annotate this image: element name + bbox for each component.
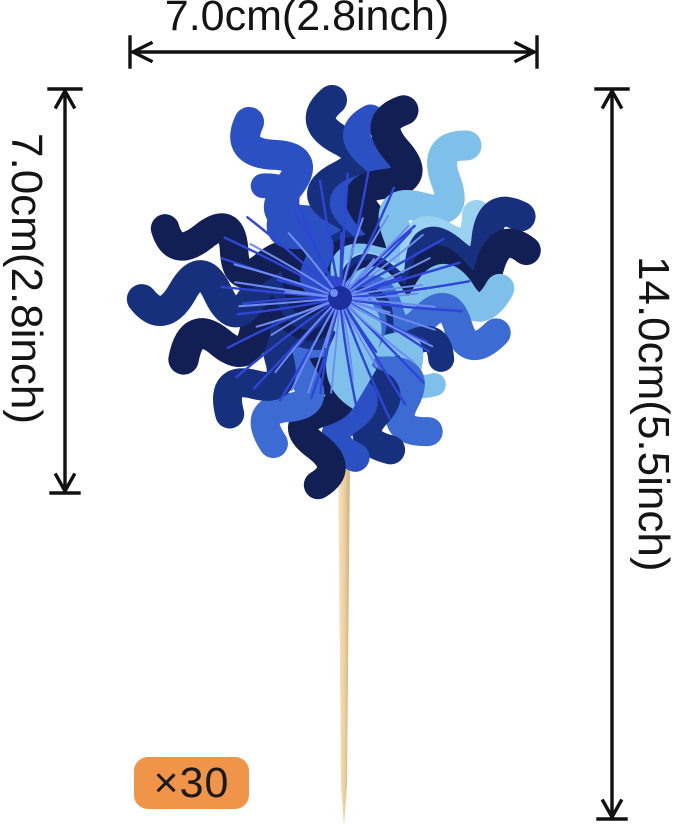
right-height-arrow-icon	[594, 87, 630, 821]
quantity-badge: ×30	[134, 757, 249, 809]
wooden-pick	[338, 455, 350, 826]
left-height-arrow-icon	[47, 87, 83, 495]
quantity-badge-label: ×30	[153, 758, 230, 807]
top-width-label: 7.0cm(2.8inch)	[164, 0, 450, 40]
tinsel-fringe	[196, 158, 480, 442]
foil-pinwheel	[141, 100, 531, 487]
tinsel-core	[328, 286, 352, 310]
left-height-label: 7.0cm(2.8inch)	[2, 133, 51, 425]
top-width-arrow-icon	[128, 35, 539, 69]
tinsel-glint	[330, 289, 338, 297]
right-height-label: 14.0cm(5.5inch)	[629, 256, 678, 572]
